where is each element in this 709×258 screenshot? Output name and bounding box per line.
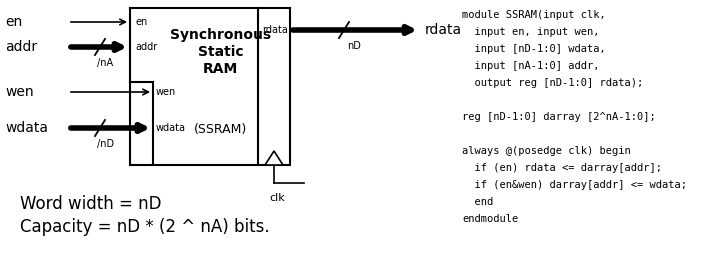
Text: input [nD-1:0] wdata,: input [nD-1:0] wdata, [462,44,605,54]
Text: rdata: rdata [262,25,288,35]
Text: wdata: wdata [5,121,48,135]
Text: wen: wen [156,87,177,97]
Text: wdata: wdata [156,123,186,133]
Text: reg [nD-1:0] darray [2^nA-1:0];: reg [nD-1:0] darray [2^nA-1:0]; [462,112,656,122]
Text: input en, input wen,: input en, input wen, [462,27,600,37]
Text: wen: wen [5,85,33,99]
Text: en: en [5,15,22,29]
Text: en: en [135,17,147,27]
Text: RAM: RAM [203,62,238,76]
Text: addr: addr [135,42,157,52]
Text: Synchronous: Synchronous [170,28,271,42]
Text: Static: Static [198,45,243,59]
Text: addr: addr [5,40,37,54]
Text: Capacity = nD * (2 ^ nA) bits.: Capacity = nD * (2 ^ nA) bits. [20,218,269,236]
Text: input [nA-1:0] addr,: input [nA-1:0] addr, [462,61,600,71]
Text: (SSRAM): (SSRAM) [194,124,247,136]
Text: module SSRAM(input clk,: module SSRAM(input clk, [462,10,605,20]
Text: /nD: /nD [97,139,114,149]
Text: Word width = nD: Word width = nD [20,195,162,213]
Text: endmodule: endmodule [462,214,518,224]
Text: output reg [nD-1:0] rdata);: output reg [nD-1:0] rdata); [462,78,643,88]
Polygon shape [265,151,283,165]
Text: if (en) rdata <= darray[addr];: if (en) rdata <= darray[addr]; [462,163,662,173]
Text: end: end [462,197,493,207]
Text: /nA: /nA [97,58,113,68]
Text: clk: clk [269,193,285,203]
Text: if (en&wen) darray[addr] <= wdata;: if (en&wen) darray[addr] <= wdata; [462,180,687,190]
Text: always @(posedge clk) begin: always @(posedge clk) begin [462,146,631,156]
Text: rdata: rdata [425,23,462,37]
Text: nD: nD [347,41,361,51]
